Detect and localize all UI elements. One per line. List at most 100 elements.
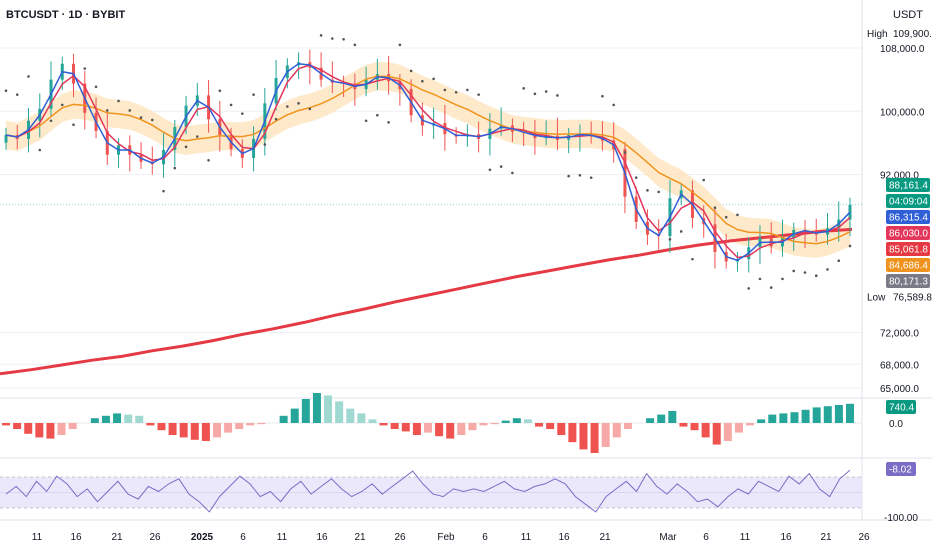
price-label-long_ma: 85,061.8 xyxy=(889,245,928,256)
macd-bar xyxy=(224,423,233,433)
psar-dot xyxy=(60,103,64,107)
macd-bar xyxy=(279,415,288,423)
psar-dot xyxy=(432,77,435,81)
psar-dot xyxy=(837,259,841,262)
x-tick-label: 6 xyxy=(240,532,246,543)
price-label-last: 88,161.4 xyxy=(889,181,928,192)
psar-dot xyxy=(713,206,717,210)
y-tick-label: 68,000.0 xyxy=(880,360,919,371)
psar-dot xyxy=(376,113,379,117)
macd-bar xyxy=(657,414,666,423)
psar-dot xyxy=(162,189,165,193)
y-tick-label: 108,000.0 xyxy=(880,44,925,55)
chart-title: BTCUSDT · 1D · BYBIT xyxy=(6,9,126,21)
price-label-bg-psar xyxy=(886,274,930,288)
candle-body xyxy=(4,134,8,143)
psar-dot xyxy=(353,43,357,47)
psar-dot xyxy=(781,277,784,281)
psar-dot xyxy=(150,118,154,122)
macd-bar xyxy=(601,423,610,447)
osc-min-label: -100.00 xyxy=(884,513,918,524)
macd-bar xyxy=(734,423,743,433)
psar-dot xyxy=(634,176,638,179)
y-tick-label: 72,000.0 xyxy=(880,329,919,340)
macd-bar xyxy=(468,423,477,431)
macd-bar xyxy=(13,423,22,429)
macd-bar xyxy=(312,393,321,423)
psar-dot xyxy=(533,92,537,96)
macd-bar xyxy=(690,423,699,431)
price-label-bg-countdown xyxy=(886,194,930,208)
quote-currency: USDT xyxy=(893,9,923,21)
macd-bar xyxy=(623,423,632,429)
psar-dot xyxy=(454,90,458,94)
macd-bar xyxy=(357,413,366,423)
psar-dot xyxy=(139,116,143,119)
psar-dot xyxy=(241,112,244,115)
x-tick-label: 11 xyxy=(277,532,288,543)
psar-dot xyxy=(27,75,30,78)
macd-zero-label: 0.0 xyxy=(889,419,903,430)
y-tick-label: 65,000.0 xyxy=(880,384,919,395)
macd-bar xyxy=(257,423,266,425)
x-tick-label: 21 xyxy=(354,532,366,543)
macd-bar xyxy=(24,423,33,434)
x-tick-label: 21 xyxy=(111,532,123,543)
macd-bar xyxy=(301,399,310,423)
psar-dot xyxy=(49,119,53,123)
x-tick-label: 11 xyxy=(521,532,532,543)
macd-bar xyxy=(435,423,444,437)
macd-bar xyxy=(746,423,755,426)
macd-bar xyxy=(834,405,843,423)
psar-dot xyxy=(691,257,694,261)
psar-dot xyxy=(646,189,649,192)
psar-dot xyxy=(83,67,87,70)
price-label-psar: 80,171.3 xyxy=(889,277,928,288)
psar-dot xyxy=(769,286,773,289)
osc-line xyxy=(5,469,851,513)
high-label: High xyxy=(867,29,888,40)
psar-dot xyxy=(252,93,255,96)
price-label-slow_ma: 84,686.4 xyxy=(889,261,928,272)
price-label-countdown: 04:09:04 xyxy=(889,197,928,208)
psar-dot xyxy=(218,89,222,92)
psar-dot xyxy=(421,79,424,83)
x-tick-label: 2025 xyxy=(191,532,214,543)
macd-bar xyxy=(701,423,710,438)
y-tick-label: 92,000.0 xyxy=(880,171,919,182)
psar-dot xyxy=(668,238,672,241)
psar-dot xyxy=(803,271,807,274)
macd-bar xyxy=(235,423,244,429)
macd-bar xyxy=(146,423,155,426)
psar-dot xyxy=(814,274,818,278)
macd-bar xyxy=(368,419,377,423)
macd-bar xyxy=(124,414,133,423)
x-tick-label: 11 xyxy=(740,532,751,543)
macd-bar xyxy=(446,423,455,439)
psar-dot xyxy=(736,213,739,217)
psar-dot xyxy=(848,244,852,248)
macd-bar xyxy=(590,423,599,453)
x-tick-label: 21 xyxy=(599,532,611,543)
x-tick-label: 16 xyxy=(780,532,792,543)
price-label-bg-fast_ma xyxy=(886,210,930,224)
macd-bar xyxy=(101,415,110,423)
psar-dot xyxy=(308,107,312,111)
macd-bar xyxy=(512,418,521,423)
macd-bar xyxy=(401,423,410,432)
psar-dot xyxy=(702,178,706,182)
psar-dot xyxy=(657,190,660,194)
psar-dot xyxy=(196,135,199,138)
macd-bar xyxy=(379,423,388,426)
psar-dot xyxy=(4,89,8,92)
x-tick-label: 6 xyxy=(482,532,488,543)
psar-dot xyxy=(274,117,278,121)
psar-dot xyxy=(117,99,120,103)
macd-bar xyxy=(546,423,555,429)
psar-dot xyxy=(409,69,413,73)
macd-bar xyxy=(479,423,488,426)
macd-bar xyxy=(790,412,799,423)
macd-bar xyxy=(846,403,854,423)
macd-bar xyxy=(557,423,566,435)
